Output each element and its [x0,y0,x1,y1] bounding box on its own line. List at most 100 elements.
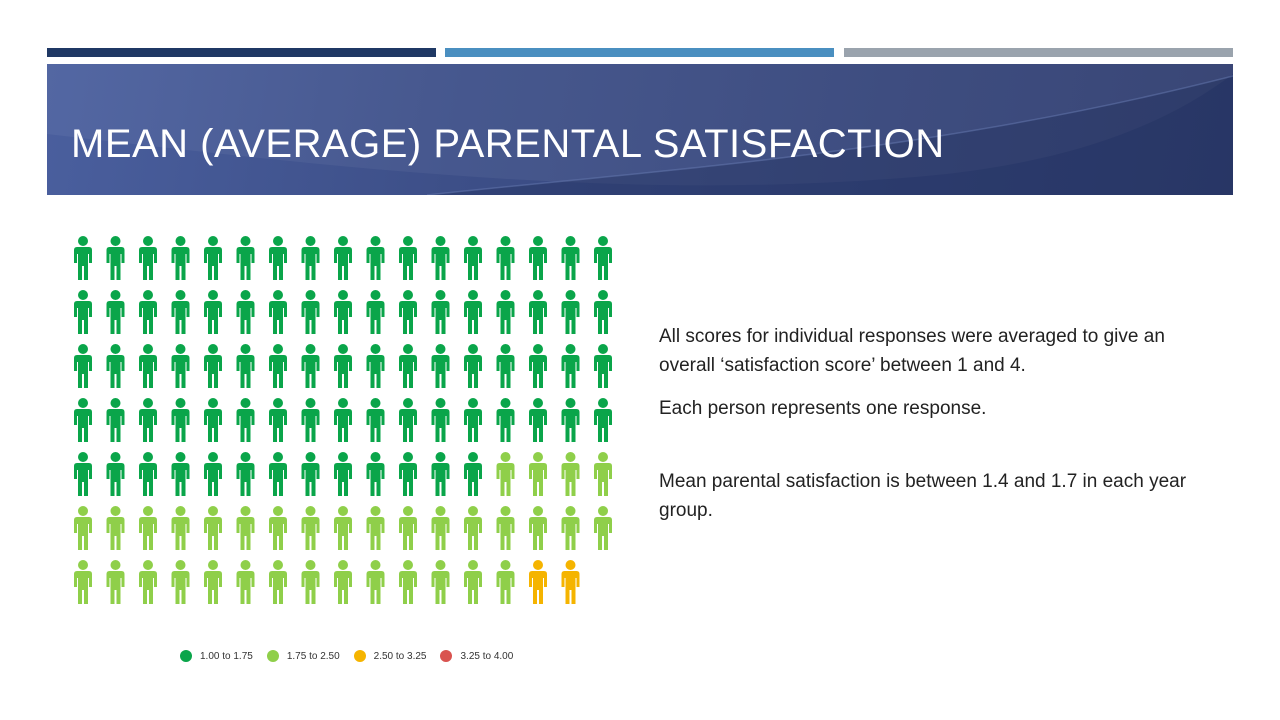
person-icon [399,290,417,334]
chart-legend: 1.00 to 1.75 1.75 to 2.50 2.50 to 3.25 3.25… [180,648,527,664]
person-icon [301,344,320,388]
person-icon [561,506,580,550]
person-icon [431,344,450,388]
person-icon [171,344,190,388]
person-icon [594,452,612,496]
person-icon [269,236,287,280]
person-icon [594,506,612,550]
body-text: All scores for individual responses were… [659,322,1219,525]
person-icon [171,452,190,496]
legend-item: 2.50 to 3.25 [353,650,426,662]
person-icon [464,344,482,388]
person-icon [496,398,515,442]
legend-dot-icon [266,650,279,662]
person-icon [399,560,417,604]
person-icon [399,236,417,280]
person-icon [334,398,352,442]
legend-label: 1.00 to 1.75 [200,650,253,662]
person-icon [366,236,385,280]
person-icon [204,236,222,280]
person-icon [204,290,222,334]
person-icon [399,506,417,550]
person-icon [204,452,222,496]
person-icon [74,560,92,604]
person-icon [496,344,515,388]
person-icon [139,452,157,496]
person-icon [106,344,125,388]
person-icon [106,236,125,280]
person-icon [204,344,222,388]
person-icon [236,452,255,496]
person-icon [594,344,612,388]
person-icon [561,452,580,496]
person-icon [236,290,255,334]
person-icon [561,344,580,388]
banner-swoosh-decoration [47,64,1233,195]
description-paragraph: All scores for individual responses were… [659,326,1165,376]
person-icon [106,560,125,604]
person-icon [236,398,255,442]
person-icon [594,290,612,334]
legend-dot-icon [440,650,453,662]
person-icon [269,452,287,496]
person-icon [334,236,352,280]
person-icon [171,236,190,280]
person-icon [431,506,450,550]
person-icon [399,344,417,388]
person-icon [106,452,125,496]
person-icon [204,506,222,550]
person-icon [204,560,222,604]
person-icon [139,398,157,442]
person-icon [529,452,547,496]
person-icon [301,506,320,550]
person-icon [464,506,482,550]
person-icon [204,398,222,442]
person-icon [529,398,547,442]
person-icon [431,290,450,334]
person-icon [334,506,352,550]
person-icon [366,560,385,604]
person-icon [464,398,482,442]
person-icon [561,290,580,334]
person-icon [74,344,92,388]
person-icon [334,452,352,496]
person-icon [139,560,157,604]
person-icon [301,560,320,604]
person-icon [334,290,352,334]
person-icon [334,344,352,388]
person-icon [529,344,547,388]
person-icon [301,236,320,280]
person-icon [301,290,320,334]
person-icon [366,290,385,334]
person-icon [334,560,352,604]
person-icon [106,290,125,334]
person-icon [171,290,190,334]
title-banner: MEAN (AVERAGE) PARENTAL SATISFACTION [47,64,1233,195]
person-icon [366,452,385,496]
person-icon [236,236,255,280]
person-icon [529,290,547,334]
person-icon [431,560,450,604]
person-icon [236,344,255,388]
person-icon [269,344,287,388]
person-icon [464,290,482,334]
person-icon [74,506,92,550]
person-icon [301,398,320,442]
person-icon [106,506,125,550]
person-icon [171,398,190,442]
person-icon [594,236,612,280]
person-icon [366,398,385,442]
person-icon [431,452,450,496]
person-icon [269,398,287,442]
person-icon [431,236,450,280]
accent-bar-gray [844,48,1233,57]
person-icon [366,344,385,388]
legend-item: 1.00 to 1.75 [180,650,253,662]
legend-dot-icon [353,650,366,662]
person-icon [74,290,92,334]
conclusion-paragraph: Mean parental satisfaction is between 1.… [659,471,1187,521]
person-icon [496,506,515,550]
person-icon [431,398,450,442]
person-icon [496,560,515,604]
person-icon [594,398,612,442]
